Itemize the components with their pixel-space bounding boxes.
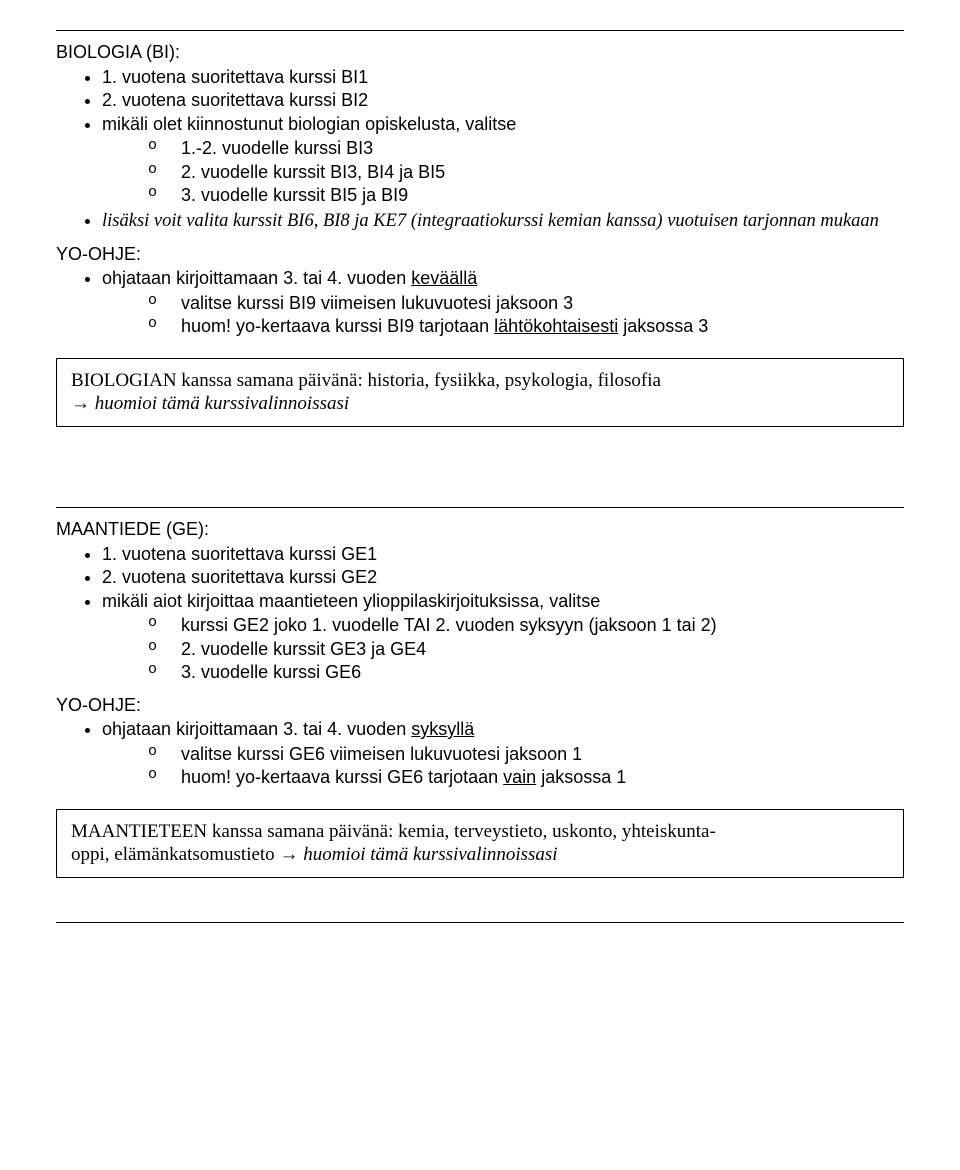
geo-yo-label: YO-OHJE: [56,694,904,717]
sub-item: o valitse kurssi BI9 viimeisen lukuvuote… [56,292,904,315]
box-line: BIOLOGIAN kanssa samana päivänä: histori… [71,369,889,393]
bio-info-box: BIOLOGIAN kanssa samana päivänä: histori… [56,358,904,428]
sub-item: o 2. vuodelle kurssit BI3, BI4 ja BI5 [56,161,904,184]
sub-item: o 3. vuodelle kurssit BI5 ja BI9 [56,184,904,207]
yo-text-u: syksyllä [411,719,474,739]
list-item: ohjataan kirjoittamaan 3. tai 4. vuoden … [102,718,904,741]
sub-item-text: huom! yo-kertaava kurssi BI9 tarjotaan l… [181,315,708,338]
bio-list: 1. vuotena suoritettava kurssi BI1 2. vu… [56,66,904,136]
sub-item-text: huom! yo-kertaava kurssi GE6 tarjotaan v… [181,766,626,789]
list-item: 1. vuotena suoritettava kurssi GE1 [102,543,904,566]
sub-item-text: kurssi GE2 joko 1. vuodelle TAI 2. vuode… [181,614,717,637]
circle-bullet: o [148,766,176,785]
rule-mid [56,507,904,508]
yo-o2-post: jaksossa 1 [536,767,626,787]
sub-item-text: valitse kurssi GE6 viimeisen lukuvuotesi… [181,743,582,766]
sub-item-text: 3. vuodelle kurssi GE6 [181,661,361,684]
sub-item: o 1.-2. vuodelle kurssi BI3 [56,137,904,160]
box-line: → huomioi tämä kurssivalinnoissasi [71,392,889,416]
yo-o2-u: lähtökohtaisesti [494,316,618,336]
yo-o2-post: jaksossa 3 [618,316,708,336]
rule-bottom [56,922,904,923]
sub-item: o valitse kurssi GE6 viimeisen lukuvuote… [56,743,904,766]
sub-item-text: 2. vuodelle kurssit BI3, BI4 ja BI5 [181,161,445,184]
box-line-pre: oppi, elämänkatsomustieto [71,844,279,865]
yo-o2-u: vain [503,767,536,787]
geo-list: 1. vuotena suoritettava kurssi GE1 2. vu… [56,543,904,613]
sub-item: o kurssi GE2 joko 1. vuodelle TAI 2. vuo… [56,614,904,637]
list-item: 1. vuotena suoritettava kurssi BI1 [102,66,904,89]
yo-text-pre: ohjataan kirjoittamaan 3. tai 4. vuoden [102,719,411,739]
sub-item: o 2. vuodelle kurssit GE3 ja GE4 [56,638,904,661]
circle-bullet: o [148,661,176,680]
bio-yo-list: ohjataan kirjoittamaan 3. tai 4. vuoden … [56,267,904,290]
circle-bullet: o [148,638,176,657]
circle-bullet: o [148,137,176,156]
box-line: MAANTIETEEN kanssa samana päivänä: kemia… [71,820,889,844]
sub-item: o huom! yo-kertaava kurssi GE6 tarjotaan… [56,766,904,789]
circle-bullet: o [148,614,176,633]
box-line-text: huomioi tämä kurssivalinnoissasi [298,844,557,865]
list-item: 2. vuotena suoritettava kurssi BI2 [102,89,904,112]
sub-item: o 3. vuodelle kurssi GE6 [56,661,904,684]
yo-text-pre: ohjataan kirjoittamaan 3. tai 4. vuoden [102,268,411,288]
box-line-text: huomioi tämä kurssivalinnoissasi [90,393,349,414]
list-item: mikäli olet kiinnostunut biologian opisk… [102,113,904,136]
geo-info-box: MAANTIETEEN kanssa samana päivänä: kemia… [56,809,904,879]
yo-o2-pre: huom! yo-kertaava kurssi BI9 tarjotaan [181,316,494,336]
page: BIOLOGIA (BI): 1. vuotena suoritettava k… [0,0,960,1170]
circle-bullet: o [148,292,176,311]
sub-item-text: 1.-2. vuodelle kurssi BI3 [181,137,373,160]
list-item: ohjataan kirjoittamaan 3. tai 4. vuoden … [102,267,904,290]
arrow-icon: → [71,393,90,414]
spacer [56,888,904,912]
geo-title: MAANTIEDE (GE): [56,518,904,541]
sub-item: o huom! yo-kertaava kurssi BI9 tarjotaan… [56,315,904,338]
bio-title: BIOLOGIA (BI): [56,41,904,64]
box-line: oppi, elämänkatsomustieto → huomioi tämä… [71,843,889,867]
circle-bullet: o [148,743,176,762]
geo-yo-list: ohjataan kirjoittamaan 3. tai 4. vuoden … [56,718,904,741]
sub-item-text: 3. vuodelle kurssit BI5 ja BI9 [181,184,408,207]
list-item-text: lisäksi voit valita kurssit BI6, BI8 ja … [102,211,879,231]
bio-yo-label: YO-OHJE: [56,243,904,266]
arrow-icon: → [279,844,298,865]
circle-bullet: o [148,184,176,203]
yo-text-u: keväällä [411,268,477,288]
list-item: 2. vuotena suoritettava kurssi GE2 [102,566,904,589]
yo-o2-pre: huom! yo-kertaava kurssi GE6 tarjotaan [181,767,503,787]
list-item: lisäksi voit valita kurssit BI6, BI8 ja … [102,209,904,233]
sub-item-text: valitse kurssi BI9 viimeisen lukuvuotesi… [181,292,573,315]
list-item: mikäli aiot kirjoittaa maantieteen yliop… [102,590,904,613]
bio-list-extra: lisäksi voit valita kurssit BI6, BI8 ja … [56,209,904,233]
sub-item-text: 2. vuodelle kurssit GE3 ja GE4 [181,638,426,661]
circle-bullet: o [148,315,176,334]
circle-bullet: o [148,161,176,180]
spacer [56,437,904,497]
rule-top [56,30,904,31]
